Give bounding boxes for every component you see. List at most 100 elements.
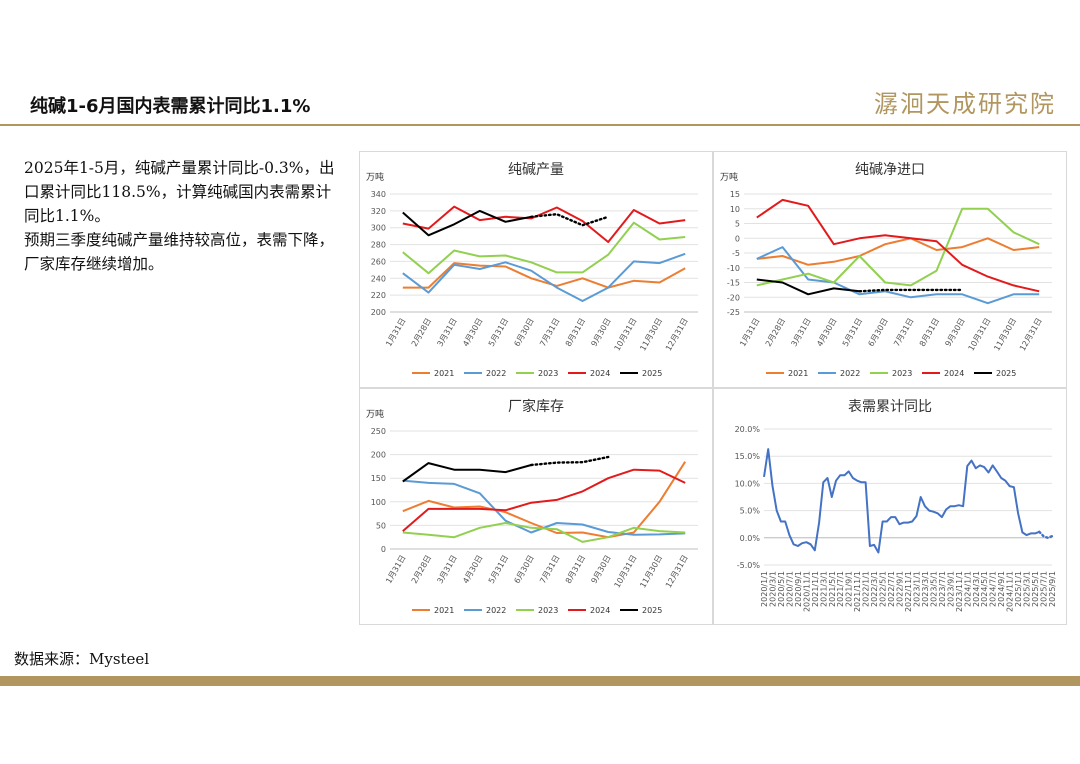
y-tick-label: 100: [371, 498, 386, 507]
chart-title: 表需累计同比: [848, 399, 932, 415]
chart-inventory: 厂家库存 万吨 0 50 100 150 200 250 1月31日 2月28日 3月31日 4月30…: [359, 388, 713, 625]
x-tick-label: 2025/1/1: [1014, 571, 1023, 607]
series-line-2024: [402, 468, 686, 532]
x-tick-label: 11月30日: [992, 317, 1018, 353]
chart-demand-yoy: 表需累计同比 -5.0% 0.0% 5.0% 10.0% 15.0% 20.0% 2020/1…: [713, 388, 1067, 625]
series-line-2025E: [858, 288, 964, 293]
x-tick-label: 2024/9/1: [997, 571, 1006, 607]
series-line-2021: [756, 237, 1040, 266]
chart-title: 厂家库存: [508, 398, 564, 415]
legend-label: 2025: [642, 606, 662, 615]
x-tick-label: 1月31日: [384, 317, 407, 349]
x-tick-label: 4月30日: [461, 554, 484, 586]
series-line-2023: [756, 207, 1040, 287]
x-tick-label: 2020/1/1: [760, 571, 769, 607]
series-line-2024: [756, 198, 1040, 293]
x-tick-label: 2024/7/1: [989, 571, 998, 607]
x-tick-label: 12月31日: [664, 317, 690, 353]
x-tick-label: 2023/1/1: [912, 571, 921, 607]
y-tick-label: 20.0%: [735, 425, 761, 434]
series-line-2023: [402, 522, 686, 543]
y-tick-label: 50: [376, 521, 386, 530]
y-tick-label: 320: [371, 207, 386, 216]
legend-label: 2024: [590, 606, 610, 615]
brand-logo: 潺洄天成研究院: [874, 90, 1056, 118]
x-tick-label: 3月31日: [435, 317, 458, 349]
x-tick-label: 2021/5/1: [828, 571, 837, 607]
x-tick-label: 7月31日: [538, 317, 561, 349]
unit-label: 万吨: [366, 171, 384, 183]
y-tick-label: 0: [381, 545, 386, 554]
x-tick-label: 2023/5/1: [929, 571, 938, 607]
x-tick-label: 2020/3/1: [768, 571, 777, 607]
y-tick-label: 340: [371, 190, 386, 199]
y-tick-label: 5.0%: [740, 507, 761, 516]
y-tick-label: 260: [371, 257, 386, 266]
footer-bar: [0, 676, 1080, 686]
series-line-2025: [756, 278, 860, 296]
y-tick-label: -5: [732, 249, 740, 258]
page-title: 纯碱1-6月国内表需累计同比1.1%: [30, 96, 311, 117]
x-tick-label: 4月30日: [461, 317, 484, 349]
chart-net-import: 纯碱净进口 万吨 -25 -20 -15 -10 -5 0 5 10 15 1月31日 2月28日 3月3…: [713, 151, 1067, 388]
x-tick-label: 2021/7/1: [836, 571, 845, 607]
x-tick-label: 2022/9/1: [896, 571, 905, 607]
y-tick-label: -25: [727, 308, 740, 317]
y-tick-label: 250: [371, 427, 386, 436]
legend-label: 2022: [486, 369, 506, 378]
x-tick-label: 2025/5/1: [1031, 571, 1040, 607]
x-tick-label: 2020/11/1: [802, 571, 811, 612]
legend-label: 2023: [538, 606, 558, 615]
x-tick-label: 2022/7/1: [887, 571, 896, 607]
legend-label: 2021: [434, 369, 454, 378]
y-tick-label: 150: [371, 474, 386, 483]
data-source: 数据来源：Mysteel: [14, 650, 150, 668]
x-tick-label: 2023/11/1: [955, 571, 964, 612]
y-tick-label: 10.0%: [735, 479, 761, 488]
x-tick-label: 2024/11/1: [1006, 571, 1015, 612]
legend-label: 2023: [892, 369, 912, 378]
x-tick-label: 6月30日: [866, 317, 889, 349]
series-line-2024: [402, 205, 686, 243]
x-tick-label: 2025/9/1: [1048, 571, 1057, 607]
x-tick-label: 3月31日: [435, 554, 458, 586]
x-tick-label: 2月28日: [410, 317, 433, 349]
unit-label: 万吨: [366, 408, 384, 420]
y-tick-label: 0: [735, 234, 740, 243]
x-tick-label: 2023/9/1: [946, 571, 955, 607]
header-divider: [0, 124, 1080, 126]
x-tick-label: 2023/3/1: [921, 571, 930, 607]
x-tick-label: 7月31日: [538, 554, 561, 586]
x-tick-label: 10月31日: [613, 317, 639, 353]
unit-label: 万吨: [720, 171, 738, 183]
y-tick-label: 280: [371, 241, 386, 250]
x-tick-label: 3月31日: [789, 317, 812, 349]
y-tick-label: -20: [727, 293, 740, 302]
x-tick-label: 2025/7/1: [1040, 571, 1049, 607]
series-line-表需累计同比预期: [1038, 530, 1054, 539]
x-tick-label: 12月31日: [664, 554, 690, 590]
x-tick-label: 2021/1/1: [811, 571, 820, 607]
x-tick-label: 1月31日: [384, 554, 407, 586]
y-tick-label: 220: [371, 291, 386, 300]
x-tick-label: 2020/9/1: [794, 571, 803, 607]
summary-paragraph-2: 预期三季度纯碱产量维持较高位，表需下降，厂家库存继续增加。: [24, 231, 335, 273]
series-line-2025: [402, 209, 532, 237]
legend-label: 2022: [840, 369, 860, 378]
x-tick-label: 2021/3/1: [819, 571, 828, 607]
x-tick-label: 8月31日: [918, 317, 941, 349]
x-tick-label: 2021/11/1: [853, 571, 862, 612]
x-tick-label: 2月28日: [410, 554, 433, 586]
x-tick-label: 2月28日: [764, 317, 787, 349]
series-line-2021: [402, 262, 686, 289]
x-tick-label: 2023/7/1: [938, 571, 947, 607]
x-tick-label: 2022/5/1: [879, 571, 888, 607]
summary-text: 2025年1-5月，纯碱产量累计同比-0.3%，出口累计同比118.5%，计算纯…: [24, 156, 340, 276]
series-line-2022: [402, 252, 686, 302]
x-tick-label: 5月31日: [487, 554, 510, 586]
x-tick-label: 2024/1/1: [963, 571, 972, 607]
series-line-2025E: [530, 455, 610, 467]
x-tick-label: 10月31日: [967, 317, 993, 353]
